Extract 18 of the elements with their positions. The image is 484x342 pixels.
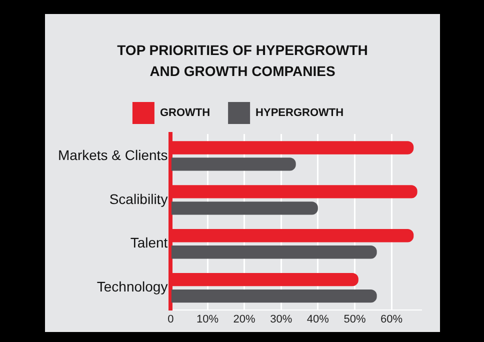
- y-tick-label: Scalibility: [109, 190, 168, 207]
- x-tick-label: 0: [168, 313, 174, 326]
- x-tick-label: 10%: [196, 313, 219, 326]
- chart-title: TOP PRIORITIES OF HYPERGROWTH AND GROWTH COMPANIES: [116, 41, 369, 81]
- y-tick-label: Talent: [130, 234, 168, 251]
- y-tick-label: Markets & Clients: [58, 146, 168, 163]
- legend-label: HYPERGROWTH: [256, 107, 344, 120]
- x-tick-label: 20%: [233, 313, 256, 326]
- x-tick-label: 50%: [344, 313, 366, 326]
- bar: [171, 202, 318, 215]
- bar: [171, 289, 377, 303]
- y-tick-label: Technology: [96, 278, 168, 295]
- bar: [171, 158, 296, 171]
- bar: [171, 246, 377, 259]
- x-tick-label: 60%: [380, 313, 403, 326]
- x-tick-label: 30%: [270, 313, 292, 326]
- x-tick-label: 40%: [306, 313, 330, 326]
- legend-label: GROWTH: [160, 107, 210, 120]
